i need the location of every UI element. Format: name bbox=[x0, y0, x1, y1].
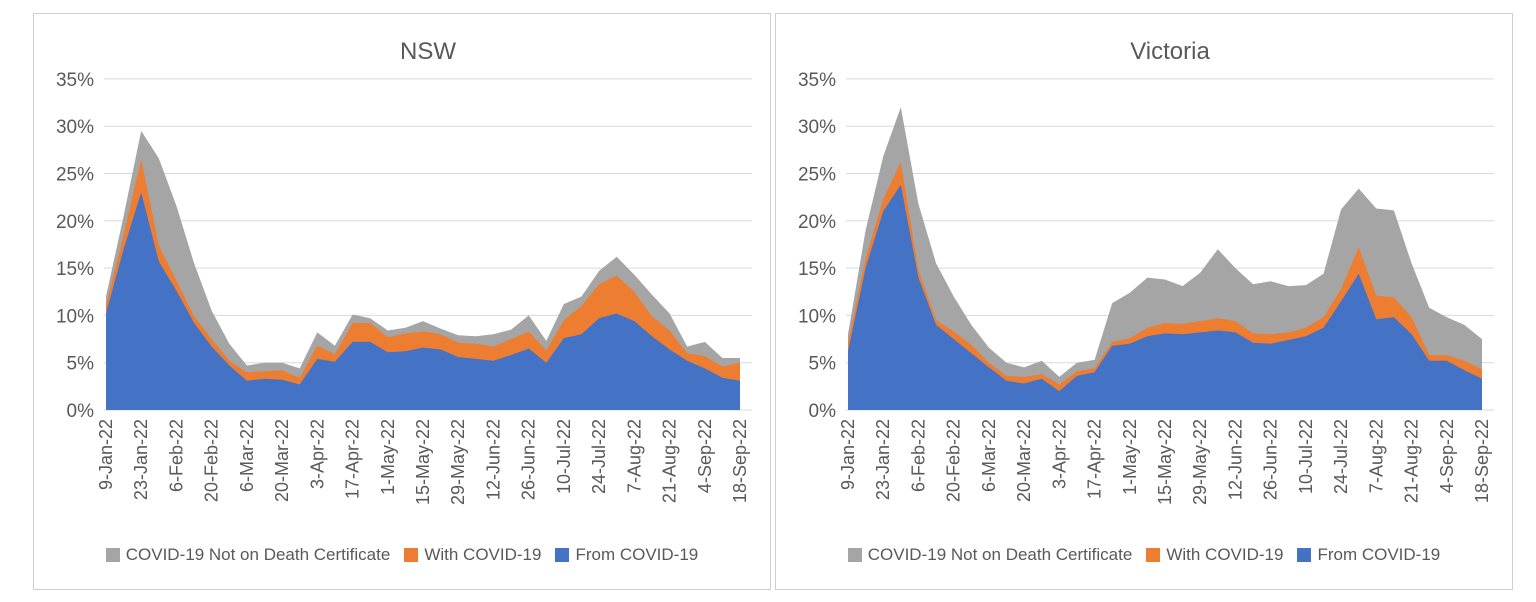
x-axis-label: 17-Apr-22 bbox=[343, 419, 363, 499]
chart-title: NSW bbox=[400, 38, 456, 65]
y-axis-label: 35% bbox=[56, 70, 94, 91]
x-axis-label: 3-Apr-22 bbox=[307, 419, 327, 489]
x-axis-label: 24-Jul-22 bbox=[589, 419, 609, 494]
x-axis-label: 3-Apr-22 bbox=[1049, 419, 1069, 489]
legend-swatch-covid-19-not-on-death-certificate bbox=[847, 548, 862, 562]
y-axis-label: 20% bbox=[56, 212, 94, 233]
x-axis-label: 6-Feb-22 bbox=[166, 419, 186, 492]
legend-item-from-covid-19: From COVID-19 bbox=[555, 545, 698, 565]
area-series-from-covid-19 bbox=[106, 192, 740, 410]
x-axis-label: 12-Jun-22 bbox=[483, 419, 503, 500]
x-axis-label: 6-Mar-22 bbox=[979, 419, 999, 492]
chart-panel-victoria: 0% 5% 10% 15% 20% 25% 30% 35% 9-Jan-22 23-Jan-22 6… bbox=[775, 13, 1513, 590]
legend-swatch-with-covid-19 bbox=[404, 548, 419, 562]
x-axis-label: 20-Feb-22 bbox=[202, 419, 222, 502]
x-axis-label: 1-May-22 bbox=[1120, 419, 1140, 495]
x-axis-label: 23-Jan-22 bbox=[873, 419, 893, 500]
y-axis-label: 15% bbox=[798, 259, 836, 280]
legend-item-with-covid-19: With COVID-19 bbox=[1146, 545, 1283, 565]
y-axis-label: 10% bbox=[56, 306, 94, 327]
legend-item-from-covid-19: From COVID-19 bbox=[1297, 545, 1440, 565]
x-axis-label: 6-Feb-22 bbox=[908, 419, 928, 492]
x-axis-label: 7-Aug-22 bbox=[1366, 419, 1386, 493]
x-axis-label: 1-May-22 bbox=[378, 419, 398, 495]
legend-label: COVID-19 Not on Death Certificate bbox=[125, 545, 391, 564]
x-axis-label: 9-Jan-22 bbox=[838, 419, 858, 490]
y-axis-label: 5% bbox=[809, 354, 837, 375]
x-axis-label: 24-Jul-22 bbox=[1331, 419, 1351, 494]
legend-item-covid-19-not-on-death-certificate: COVID-19 Not on Death Certificate bbox=[847, 545, 1133, 565]
y-axis-label: 20% bbox=[798, 212, 836, 233]
legend-label: COVID-19 Not on Death Certificate bbox=[867, 545, 1133, 564]
y-axis-label: 25% bbox=[56, 165, 94, 186]
x-axis-label: 10-Jul-22 bbox=[554, 419, 574, 494]
x-axis-label: 4-Sep-22 bbox=[695, 419, 715, 493]
x-axis-label: 29-May-22 bbox=[1190, 419, 1210, 505]
y-axis-label: 10% bbox=[798, 306, 836, 327]
y-axis-label: 30% bbox=[798, 117, 836, 138]
chart-panel-nsw: 0% 5% 10% 15% 20% 25% 30% 35% 9-Jan-22 23-Jan-22 6… bbox=[33, 13, 771, 590]
legend-swatch-from-covid-19 bbox=[1297, 548, 1312, 562]
y-axis-label: 5% bbox=[67, 354, 95, 375]
x-axis-label: 26-Jun-22 bbox=[519, 419, 539, 500]
y-axis-label: 0% bbox=[67, 401, 95, 422]
area-series-from-covid-19 bbox=[848, 184, 1482, 410]
legend: COVID-19 Not on Death Certificate With CO… bbox=[776, 545, 1512, 565]
legend-item-covid-19-not-on-death-certificate: COVID-19 Not on Death Certificate bbox=[105, 545, 391, 565]
x-axis-label: 17-Apr-22 bbox=[1085, 419, 1105, 499]
legend-item-with-covid-19: With COVID-19 bbox=[404, 545, 541, 565]
y-axis-label: 30% bbox=[56, 117, 94, 138]
x-axis-label: 15-May-22 bbox=[413, 419, 433, 505]
x-axis-label: 20-Feb-22 bbox=[944, 419, 964, 502]
x-axis-label: 29-May-22 bbox=[448, 419, 468, 505]
x-axis-label: 20-Mar-22 bbox=[1014, 419, 1034, 502]
x-axis-label: 23-Jan-22 bbox=[131, 419, 151, 500]
x-axis-label: 21-Aug-22 bbox=[660, 419, 680, 503]
x-axis-label: 18-Sep-22 bbox=[730, 419, 750, 503]
y-axis-label: 15% bbox=[56, 259, 94, 280]
legend-swatch-from-covid-19 bbox=[555, 548, 570, 562]
x-axis-label: 4-Sep-22 bbox=[1437, 419, 1457, 493]
x-axis-label: 18-Sep-22 bbox=[1472, 419, 1492, 503]
y-axis-label: 35% bbox=[798, 70, 836, 91]
legend-swatch-with-covid-19 bbox=[1146, 548, 1161, 562]
legend: COVID-19 Not on Death Certificate With CO… bbox=[34, 545, 770, 565]
x-axis-label: 20-Mar-22 bbox=[272, 419, 292, 502]
x-axis-label: 15-May-22 bbox=[1155, 419, 1175, 505]
y-axis-label: 25% bbox=[798, 165, 836, 186]
legend-label: With COVID-19 bbox=[1166, 545, 1284, 564]
y-axis-label: 0% bbox=[809, 401, 837, 422]
legend-label: From COVID-19 bbox=[1317, 545, 1441, 564]
chart-nsw: 0% 5% 10% 15% 20% 25% 30% 35% 9-Jan-22 23-Jan-22 6… bbox=[56, 38, 752, 505]
x-axis-label: 9-Jan-22 bbox=[96, 419, 116, 490]
x-axis-label: 26-Jun-22 bbox=[1261, 419, 1281, 500]
x-axis-label: 12-Jun-22 bbox=[1225, 419, 1245, 500]
x-axis-label: 7-Aug-22 bbox=[624, 419, 644, 493]
chart-title: Victoria bbox=[1130, 38, 1210, 65]
legend-label: From COVID-19 bbox=[575, 545, 699, 564]
x-axis-label: 21-Aug-22 bbox=[1402, 419, 1422, 503]
legend-label: With COVID-19 bbox=[424, 545, 542, 564]
legend-swatch-covid-19-not-on-death-certificate bbox=[105, 548, 120, 562]
x-axis-label: 6-Mar-22 bbox=[237, 419, 257, 492]
chart-victoria: 0% 5% 10% 15% 20% 25% 30% 35% 9-Jan-22 23-Jan-22 6… bbox=[798, 38, 1494, 505]
x-axis-label: 10-Jul-22 bbox=[1296, 419, 1316, 494]
